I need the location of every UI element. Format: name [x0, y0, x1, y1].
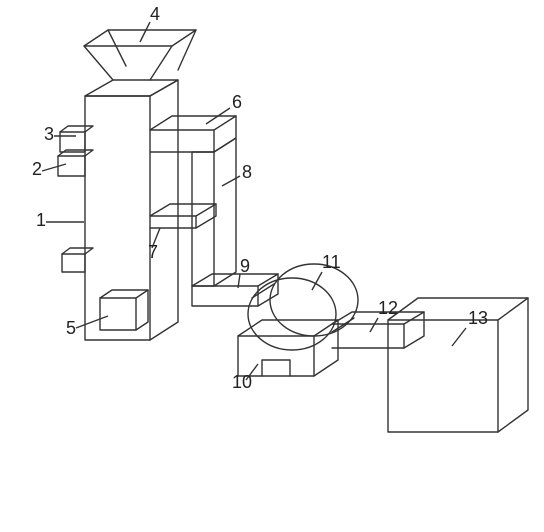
side-box-lower	[58, 150, 93, 176]
callout-label-12: 12	[378, 298, 398, 318]
side-box-upper	[60, 126, 93, 152]
callout-label-9: 9	[240, 256, 250, 276]
callouts: 12345678910111213	[32, 4, 488, 392]
drum	[248, 264, 358, 350]
callout-label-11: 11	[322, 252, 341, 272]
shelf	[150, 204, 216, 228]
end-box	[388, 298, 528, 432]
callout-leader-5	[76, 316, 108, 328]
chute	[192, 138, 236, 286]
tower-opening	[100, 290, 148, 330]
callout-label-7: 7	[148, 242, 158, 262]
callout-leader-13	[452, 328, 466, 346]
callout-leader-4	[140, 22, 150, 42]
callout-label-4: 4	[150, 4, 160, 24]
callout-label-3: 3	[44, 124, 54, 144]
callout-label-2: 2	[32, 159, 42, 179]
diagram-canvas: 12345678910111213	[0, 0, 544, 532]
callout-label-13: 13	[468, 308, 488, 328]
callout-label-6: 6	[232, 92, 242, 112]
callout-leader-8	[222, 176, 240, 186]
callout-label-10: 10	[232, 372, 252, 392]
tower-body	[85, 80, 178, 340]
callout-leader-2	[42, 164, 66, 171]
callout-label-5: 5	[66, 318, 76, 338]
callout-leader-12	[370, 318, 378, 332]
hopper	[84, 30, 196, 80]
callout-label-8: 8	[242, 162, 252, 182]
side-stub	[62, 248, 93, 272]
callout-label-1: 1	[36, 210, 46, 230]
